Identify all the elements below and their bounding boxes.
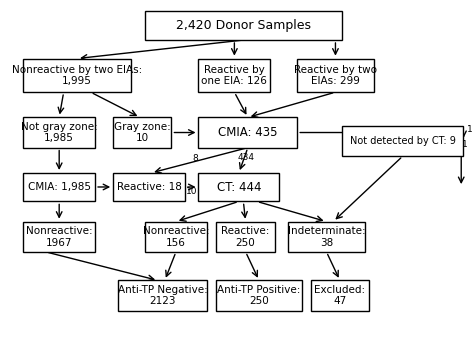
FancyBboxPatch shape	[145, 222, 208, 252]
Text: Not gray zone:
1,985: Not gray zone: 1,985	[21, 122, 98, 143]
FancyBboxPatch shape	[217, 280, 302, 311]
Text: CMIA: 1,985: CMIA: 1,985	[27, 182, 91, 192]
Text: 2,420 Donor Samples: 2,420 Donor Samples	[176, 19, 311, 32]
FancyBboxPatch shape	[118, 280, 208, 311]
Text: Gray zone:
10: Gray zone: 10	[114, 122, 171, 143]
FancyBboxPatch shape	[199, 117, 297, 148]
Text: Reactive by
one EIA: 126: Reactive by one EIA: 126	[201, 64, 267, 86]
Text: 8: 8	[192, 154, 198, 163]
FancyBboxPatch shape	[217, 222, 275, 252]
FancyBboxPatch shape	[297, 59, 374, 92]
Text: Nonreactive by two EIAs:
1,995: Nonreactive by two EIAs: 1,995	[12, 64, 142, 86]
Text: Indeterminate:
38: Indeterminate: 38	[288, 226, 365, 247]
Text: Reactive: 18: Reactive: 18	[117, 182, 182, 192]
FancyBboxPatch shape	[342, 126, 464, 156]
FancyBboxPatch shape	[113, 173, 185, 201]
Text: Nonreactive:
1967: Nonreactive: 1967	[26, 226, 92, 247]
Text: Anti-TP Positive:
250: Anti-TP Positive: 250	[218, 285, 301, 306]
FancyBboxPatch shape	[145, 12, 342, 40]
Text: CT: 444: CT: 444	[217, 181, 261, 194]
Text: Excluded:
47: Excluded: 47	[314, 285, 365, 306]
Text: Reactive:
250: Reactive: 250	[221, 226, 270, 247]
FancyBboxPatch shape	[199, 59, 270, 92]
FancyBboxPatch shape	[199, 173, 279, 201]
FancyBboxPatch shape	[23, 117, 95, 148]
Text: Nonreactive:
156: Nonreactive: 156	[143, 226, 210, 247]
Text: Not detected by CT: 9: Not detected by CT: 9	[350, 136, 456, 146]
FancyBboxPatch shape	[23, 222, 95, 252]
FancyBboxPatch shape	[23, 173, 95, 201]
FancyBboxPatch shape	[311, 280, 369, 311]
FancyBboxPatch shape	[23, 59, 131, 92]
Text: 434: 434	[237, 153, 254, 162]
Text: CMIA: 435: CMIA: 435	[218, 126, 278, 139]
Text: 1: 1	[466, 125, 473, 134]
FancyBboxPatch shape	[113, 117, 172, 148]
Text: 1: 1	[462, 140, 468, 149]
Text: Reactive by two
EIAs: 299: Reactive by two EIAs: 299	[294, 64, 377, 86]
Text: Anti-TP Negative:
2123: Anti-TP Negative: 2123	[118, 285, 208, 306]
FancyBboxPatch shape	[288, 222, 365, 252]
Text: 10: 10	[186, 187, 198, 196]
